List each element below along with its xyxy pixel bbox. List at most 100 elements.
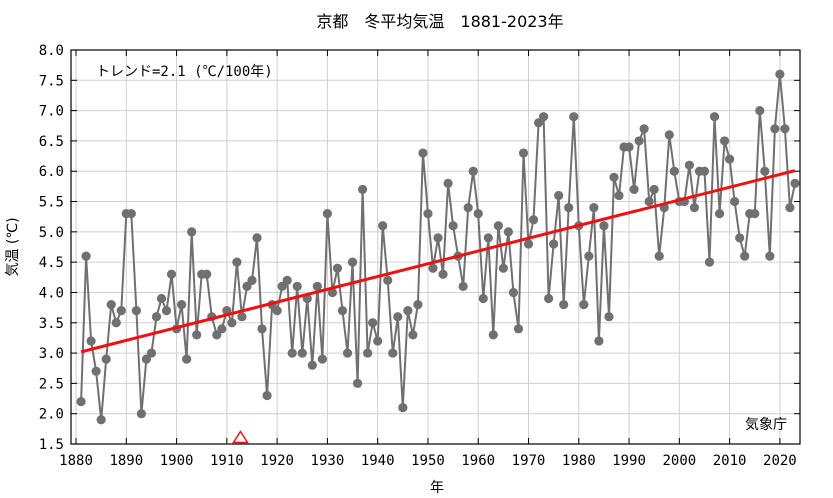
data-point	[473, 209, 483, 219]
data-point	[790, 178, 800, 188]
data-point	[644, 196, 654, 207]
data-point	[513, 324, 524, 334]
data-point	[438, 269, 448, 279]
data-point	[735, 233, 745, 243]
data-point	[458, 281, 468, 291]
data-point	[498, 263, 508, 273]
data-point	[393, 312, 403, 322]
data-point	[609, 172, 619, 182]
data-point	[151, 312, 162, 322]
data-point	[136, 409, 146, 419]
y-tick-label: 4.0	[39, 285, 64, 301]
x-tick-label: 2020	[763, 453, 797, 469]
data-point	[478, 293, 488, 304]
data-point	[629, 184, 639, 195]
data-point	[468, 166, 478, 176]
data-point	[523, 239, 534, 249]
data-point	[96, 415, 106, 425]
data-point	[614, 190, 624, 201]
data-point	[403, 306, 413, 316]
data-point	[312, 281, 322, 291]
y-tick-label: 2.0	[39, 407, 64, 423]
data-point	[347, 257, 358, 267]
data-point	[433, 233, 443, 243]
data-point	[146, 348, 157, 358]
data-point	[368, 318, 378, 328]
y-tick-label: 7.5	[39, 73, 64, 89]
data-point	[765, 251, 775, 261]
data-point	[503, 227, 513, 237]
y-tick-label: 4.5	[39, 255, 64, 271]
source-label: 気象庁	[745, 417, 787, 433]
data-point	[719, 136, 730, 146]
data-point	[483, 233, 493, 243]
data-point	[604, 312, 614, 322]
y-axis-label: 気温 (℃)	[5, 217, 21, 276]
data-point	[730, 196, 740, 207]
data-point	[463, 203, 473, 213]
data-point	[307, 360, 317, 370]
data-point	[508, 287, 519, 298]
data-point	[518, 148, 529, 158]
series-layer	[76, 69, 800, 444]
data-point	[533, 118, 544, 128]
data-point	[242, 281, 252, 291]
data-point	[599, 221, 609, 231]
data-point	[654, 251, 664, 261]
data-point	[106, 299, 116, 310]
data-point	[549, 239, 559, 249]
data-point	[76, 396, 86, 407]
data-point	[141, 354, 152, 364]
data-point	[161, 306, 172, 316]
x-tick-label: 2000	[662, 453, 696, 469]
x-tick-label: 1900	[160, 453, 194, 469]
data-point	[624, 142, 634, 152]
data-point	[277, 281, 287, 291]
y-tick-label: 6.5	[39, 134, 64, 150]
temperature-series-line	[80, 74, 796, 420]
data-point	[156, 293, 167, 304]
data-point	[358, 184, 368, 195]
data-point	[247, 275, 257, 285]
data-point	[413, 299, 423, 310]
data-point	[131, 306, 141, 316]
y-tick-label: 3.5	[39, 316, 64, 332]
data-point	[317, 354, 327, 364]
data-point	[544, 293, 554, 304]
x-tick-label: 1880	[59, 453, 93, 469]
data-point	[192, 330, 202, 340]
data-point	[91, 366, 101, 376]
data-point	[418, 148, 428, 158]
x-tick-label: 1960	[461, 453, 495, 469]
data-point	[488, 330, 498, 340]
data-point	[262, 390, 272, 401]
data-point	[398, 403, 408, 413]
data-point	[322, 209, 333, 219]
data-point	[554, 190, 564, 201]
y-tick-label: 8.0	[39, 43, 64, 59]
x-tick-label: 1930	[311, 453, 345, 469]
data-point	[182, 354, 192, 364]
x-tick-label: 1940	[361, 453, 395, 469]
x-tick-label: 1970	[512, 453, 546, 469]
data-point	[408, 330, 418, 340]
data-point	[569, 112, 579, 122]
data-point	[217, 324, 227, 334]
data-point	[579, 299, 589, 310]
data-point	[443, 178, 453, 188]
data-point	[237, 312, 247, 322]
data-point	[564, 203, 574, 213]
data-point	[232, 257, 242, 267]
data-point	[785, 203, 795, 213]
data-point	[337, 306, 348, 316]
x-axis-label: 年	[430, 480, 444, 496]
x-tick-label: 1890	[109, 453, 143, 469]
x-tick-label: 1950	[411, 453, 445, 469]
data-point	[714, 209, 725, 219]
data-point	[111, 318, 121, 328]
x-tick-label: 1990	[612, 453, 646, 469]
y-tick-label: 1.5	[39, 437, 64, 453]
data-point	[378, 221, 388, 231]
data-point	[750, 209, 760, 219]
